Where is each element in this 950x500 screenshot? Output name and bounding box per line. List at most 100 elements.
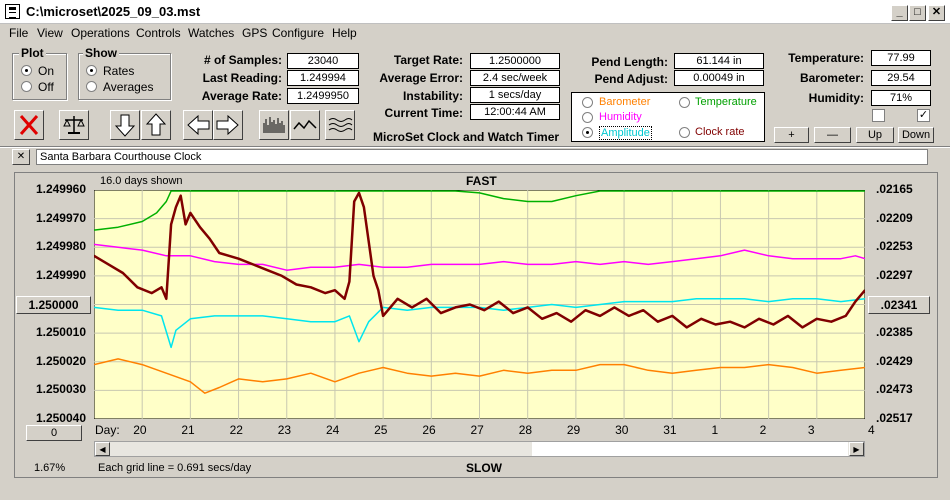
right-tick-label: .02429	[876, 353, 913, 368]
right-checkbox[interactable]: ✓	[917, 109, 930, 122]
legend-temperature-label: Temperature	[695, 96, 757, 108]
day-tick-label: 20	[133, 423, 147, 437]
red-x-icon	[19, 115, 39, 135]
scroll-thumb[interactable]	[532, 442, 848, 456]
menu-bar: File View Operations Controls Watches GP…	[0, 24, 950, 42]
close-icon[interactable]: ✕	[928, 5, 945, 21]
menu-file[interactable]: File	[9, 26, 29, 40]
grid-caption: Each grid line = 0.691 secs/day	[98, 462, 252, 474]
pend-adjust-value[interactable]: 0.00049 in	[674, 70, 764, 86]
up-button[interactable]: Up	[856, 127, 894, 143]
day-tick-label: 4	[868, 423, 875, 437]
menu-gps[interactable]: GPS	[242, 26, 268, 40]
plot-off-radio[interactable]	[21, 81, 32, 92]
right-tick-label: .02253	[876, 239, 913, 254]
show-averages-radio[interactable]	[86, 81, 97, 92]
samples-label: # of Samples:	[203, 53, 282, 67]
legend-temperature-radio[interactable]	[679, 97, 690, 108]
instability-value: 1 secs/day	[470, 87, 560, 103]
scroll-right-icon[interactable]: ▶	[849, 442, 864, 456]
menu-operations[interactable]: Operations	[71, 26, 130, 40]
pend-length-label: Pend Length:	[591, 55, 668, 69]
arrow-left-icon	[187, 114, 210, 136]
show-rates-radio[interactable]	[86, 65, 97, 76]
show-averages-label: Averages	[103, 80, 154, 94]
plot-on-label: On	[38, 64, 55, 78]
bar-plot-button[interactable]	[259, 110, 289, 140]
average-rate-value: 1.2499950	[287, 88, 359, 104]
down-arrow-button[interactable]	[110, 110, 140, 140]
up-arrow-button[interactable]	[141, 110, 171, 140]
menu-help[interactable]: Help	[332, 26, 357, 40]
right-axis-button[interactable]: .02341	[868, 296, 930, 314]
clock-name-input[interactable]: Santa Barbara Courthouse Clock	[36, 149, 928, 165]
left-axis-button[interactable]: 1.250000	[16, 296, 91, 314]
day-tick-label: 28	[518, 423, 533, 437]
left-tick-label: 1.250040	[35, 411, 86, 425]
series-line-barometer	[94, 358, 865, 394]
pend-adjust-label: Pend Adjust:	[594, 72, 668, 86]
clear-name-button[interactable]: ✕	[12, 149, 30, 165]
legend-barometer-radio[interactable]	[582, 97, 593, 108]
chart-panel	[14, 172, 938, 478]
pend-length-value[interactable]: 61.144 in	[674, 53, 764, 69]
wave-plot-button[interactable]	[290, 110, 320, 140]
right-tick-label: .02473	[876, 382, 913, 397]
stop-button[interactable]	[14, 110, 44, 140]
legend-humidity-radio[interactable]	[582, 112, 593, 123]
day-tick-label: 30	[615, 423, 629, 437]
left-tick-label: 1.249990	[35, 267, 86, 282]
x-axis-label: Day:	[95, 423, 120, 437]
horizontal-scrollbar[interactable]: ◀ ▶	[94, 441, 865, 457]
left-tick-label: 1.250010	[35, 325, 86, 340]
current-time-label: Current Time:	[384, 106, 463, 120]
day-tick-label: 27	[470, 423, 484, 437]
plus-button[interactable]: +	[774, 127, 809, 143]
menu-view[interactable]: View	[37, 26, 63, 40]
window-title: C:\microset\2025_09_03.mst	[26, 4, 201, 19]
multi-wave-button[interactable]	[325, 110, 355, 140]
barometer-value: 29.54	[871, 70, 931, 86]
down-button[interactable]: Down	[898, 127, 934, 143]
series-line-temperature	[94, 190, 865, 231]
right-tick-label: .02297	[876, 267, 913, 282]
zero-button[interactable]: 0	[26, 425, 82, 441]
app-icon[interactable]	[5, 4, 20, 19]
day-tick-label: 2	[759, 423, 767, 437]
legend-amplitude-radio[interactable]	[582, 127, 593, 138]
minus-button[interactable]: —	[814, 127, 851, 143]
arrow-down-icon	[114, 114, 136, 137]
target-rate-value[interactable]: 1.2500000	[470, 53, 560, 69]
right-arrow-button[interactable]	[213, 110, 243, 140]
legend-barometer-label: Barometer	[599, 96, 651, 108]
day-tick-label: 26	[422, 423, 436, 437]
maximize-icon[interactable]: □	[909, 5, 926, 21]
right-tick-label: .02209	[876, 210, 913, 225]
slow-label: SLOW	[466, 461, 502, 475]
last-reading-value: 1.249994	[287, 70, 359, 86]
left-tick-label: 1.250020	[35, 353, 86, 368]
series-line-amplitude	[94, 298, 865, 349]
menu-controls[interactable]: Controls	[136, 26, 181, 40]
left-checkbox[interactable]	[872, 109, 885, 122]
legend-humidity-label: Humidity	[599, 111, 642, 123]
legend-clock-rate-radio[interactable]	[679, 127, 690, 138]
samples-value: 23040	[287, 53, 359, 69]
scroll-left-icon[interactable]: ◀	[95, 442, 110, 456]
balance-button[interactable]	[59, 110, 89, 140]
right-tick-label: .02165	[876, 182, 913, 196]
day-tick-label: 25	[374, 423, 388, 437]
menu-watches[interactable]: Watches	[188, 26, 235, 40]
legend-clock-rate-label: Clock rate	[695, 126, 745, 138]
left-arrow-button[interactable]	[183, 110, 213, 140]
series-line-clock-rate	[94, 191, 865, 329]
minimize-icon[interactable]: _	[891, 5, 908, 21]
app-subtitle: MicroSet Clock and Watch Timer	[373, 130, 560, 144]
average-rate-label: Average Rate:	[201, 89, 282, 103]
menu-configure[interactable]: Configure	[272, 26, 325, 40]
show-group-title: Show	[83, 46, 119, 60]
rate-plot[interactable]	[94, 190, 865, 419]
days-shown-label: 16.0 days shown	[100, 175, 183, 187]
plot-on-radio[interactable]	[21, 65, 32, 76]
temperature-label: Temperature:	[788, 51, 864, 65]
